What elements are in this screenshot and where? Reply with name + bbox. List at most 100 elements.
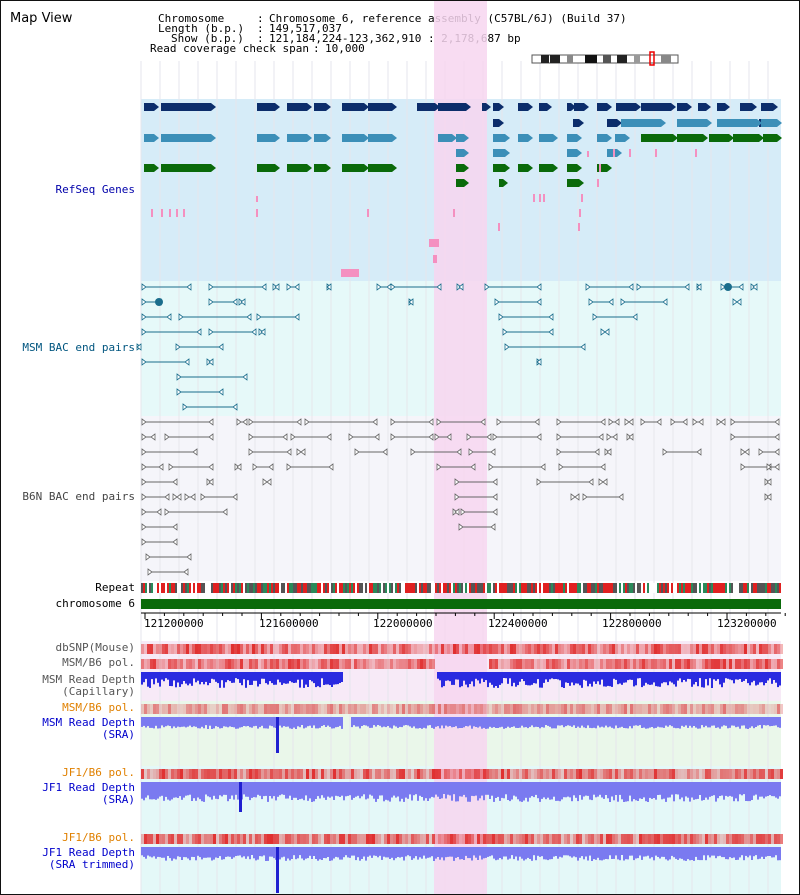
depth-bar xyxy=(371,717,373,728)
depth-bar xyxy=(691,717,693,728)
track-label-jf1-depth-sra[interactable]: JF1 Read Depth xyxy=(42,781,135,794)
depth-bar xyxy=(507,717,509,727)
pol-cell xyxy=(546,659,549,669)
depth-bar xyxy=(483,717,485,728)
track-label-b6n-bac[interactable]: B6N BAC end pairs xyxy=(22,490,135,503)
pol-cell xyxy=(363,659,366,669)
repeat-element xyxy=(273,583,275,593)
depth-bar xyxy=(175,672,177,688)
gene-feature xyxy=(518,134,528,142)
track-label-repeat[interactable]: Repeat xyxy=(95,581,135,594)
pol-cell xyxy=(561,769,564,779)
depth-bar xyxy=(371,782,373,796)
pol-cell xyxy=(333,704,336,714)
depth-bar xyxy=(683,847,685,861)
gene-feature xyxy=(641,103,671,111)
depth-bar xyxy=(491,717,493,728)
pol-cell xyxy=(447,834,450,844)
depth-bar xyxy=(757,847,759,860)
depth-bar xyxy=(737,717,739,727)
track-label-msm-bac[interactable]: MSM BAC end pairs xyxy=(22,341,135,354)
depth-bar xyxy=(545,782,547,800)
track-label-refseq[interactable]: RefSeq Genes xyxy=(55,183,135,196)
pol-cell xyxy=(411,659,414,669)
depth-bar xyxy=(549,847,551,860)
repeat-element xyxy=(463,583,465,593)
depth-bar xyxy=(271,672,273,684)
depth-bar xyxy=(633,717,635,726)
depth-bar xyxy=(661,847,663,857)
track-label-msm-depth-cap[interactable]: MSM Read Depth xyxy=(42,673,135,686)
depth-bar xyxy=(609,782,611,802)
b6n-bac-pair-end xyxy=(147,568,153,576)
repeat-element xyxy=(679,583,681,593)
track-label-jf1-depth-trim[interactable]: JF1 Read Depth xyxy=(42,846,135,859)
track-label-msm-depth-sra[interactable]: MSM Read Depth xyxy=(42,716,135,729)
pol-cell xyxy=(549,644,552,654)
pol-cell xyxy=(333,834,336,844)
pol-cell xyxy=(714,769,717,779)
gene-feature xyxy=(438,103,466,111)
pol-cell xyxy=(762,644,765,654)
depth-bar xyxy=(555,847,557,856)
msm-bac-pair-end xyxy=(218,343,224,351)
depth-bar xyxy=(685,847,687,861)
pol-cell xyxy=(198,834,201,844)
pol-cell xyxy=(228,834,231,844)
repeat-element xyxy=(255,583,257,593)
repeat-element xyxy=(311,583,313,593)
depth-bar xyxy=(393,782,395,796)
depth-bar xyxy=(643,717,645,728)
depth-bar xyxy=(231,717,233,727)
depth-bar xyxy=(211,672,213,679)
depth-bar xyxy=(655,847,657,856)
msm-bac-pair-end xyxy=(218,388,224,396)
depth-bar xyxy=(613,672,615,679)
depth-bar xyxy=(699,672,701,679)
pol-cell xyxy=(618,769,621,779)
repeat-element xyxy=(225,583,227,593)
depth-bar xyxy=(141,717,143,727)
pol-cell xyxy=(147,704,150,714)
track-label-dbsnp[interactable]: dbSNP(Mouse) xyxy=(55,641,135,654)
depth-bar xyxy=(155,782,157,800)
pol-cell xyxy=(156,769,159,779)
depth-bar xyxy=(681,782,683,798)
pol-cell xyxy=(273,834,276,844)
track-label-jf1-b6-pol[interactable]: JF1/B6 pol. xyxy=(62,766,135,779)
depth-bar xyxy=(763,672,765,686)
track-label-msm-b6-pol-sra[interactable]: MSM/B6 pol. xyxy=(62,701,135,714)
depth-bar xyxy=(721,847,723,858)
gene-arrow xyxy=(607,164,612,172)
depth-bar xyxy=(205,847,207,858)
depth-bar xyxy=(681,672,683,683)
pol-cell xyxy=(624,834,627,844)
track-label-jf1-b6-pol-trim[interactable]: JF1/B6 pol. xyxy=(62,831,135,844)
depth-bar xyxy=(213,717,215,729)
pol-cell xyxy=(600,834,603,844)
pol-cell xyxy=(744,644,747,654)
depth-bar xyxy=(463,847,465,860)
depth-bar xyxy=(373,717,375,726)
depth-bar xyxy=(255,717,257,726)
depth-bar xyxy=(549,782,551,800)
pol-cell xyxy=(588,834,591,844)
depth-bar xyxy=(237,672,239,680)
depth-bar xyxy=(769,717,771,727)
track-label-chromosome[interactable]: chromosome 6 xyxy=(55,597,135,610)
repeat-element xyxy=(697,583,699,593)
b6n-bac-pair-end xyxy=(766,493,772,501)
depth-bar xyxy=(315,847,317,859)
depth-bar xyxy=(213,782,215,796)
depth-bar xyxy=(329,672,331,686)
depth-bar xyxy=(449,672,451,682)
repeat-element xyxy=(349,583,351,593)
track-label-msm-b6-pol[interactable]: MSM/B6 pol. xyxy=(62,656,135,669)
depth-bar xyxy=(707,717,709,728)
pol-cell xyxy=(159,659,162,669)
depth-bar xyxy=(409,847,411,857)
pol-cell xyxy=(627,659,630,669)
depth-bar xyxy=(613,782,615,801)
pol-cell xyxy=(639,704,642,714)
